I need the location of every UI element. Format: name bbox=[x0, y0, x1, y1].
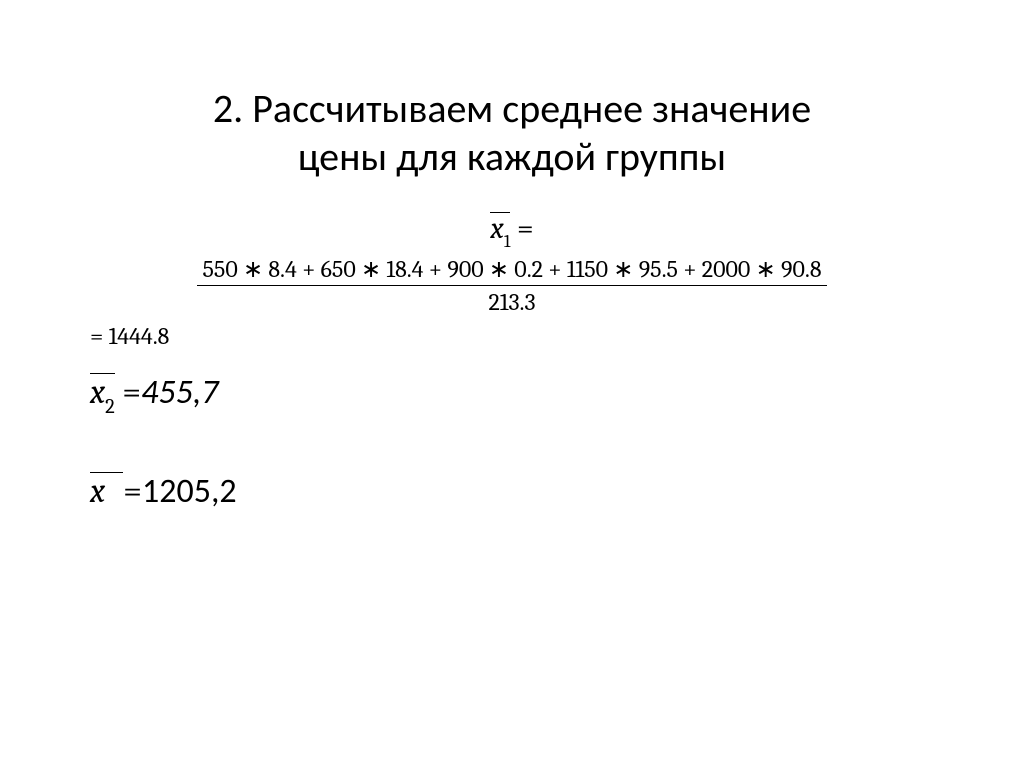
x1-bar: x1 bbox=[490, 212, 510, 249]
equation-x2: x2 =455,7 bbox=[90, 372, 934, 416]
x-value: 1205,2 bbox=[142, 471, 237, 512]
x-bar: x bbox=[90, 472, 123, 508]
x-equals: = bbox=[123, 471, 142, 511]
title-line-2: цены для каждой группы bbox=[298, 132, 726, 181]
x2-value: 455,7 bbox=[141, 372, 218, 413]
formula-block: x1 = 550 ∗ 8.4 + 650 ∗ 18.4 + 900 ∗ 0.2 … bbox=[90, 211, 934, 512]
equation-x1-result: = 1444.8 bbox=[90, 322, 934, 350]
x1-subscript: 1 bbox=[504, 231, 511, 252]
fraction: 550 ∗ 8.4 + 650 ∗ 18.4 + 900 ∗ 0.2 + 115… bbox=[197, 255, 828, 316]
x2-var: x bbox=[90, 372, 105, 412]
x1-equals: = bbox=[510, 211, 533, 246]
slide-title: 2. Рассчитываем среднее значение цены дл… bbox=[90, 0, 934, 211]
equation-x1-label: x1 = bbox=[90, 211, 934, 249]
fraction-denominator: 213.3 bbox=[488, 286, 535, 316]
fraction-numerator: 550 ∗ 8.4 + 650 ∗ 18.4 + 900 ∗ 0.2 + 115… bbox=[197, 255, 828, 285]
equation-x: x =1205,2 bbox=[90, 471, 934, 512]
slide: 2. Рассчитываем среднее значение цены дл… bbox=[0, 0, 1024, 768]
title-line-1: 2. Рассчитываем среднее значение bbox=[213, 84, 811, 133]
x1-var: x bbox=[490, 211, 503, 246]
x2-subscript: 2 bbox=[105, 396, 115, 419]
x2-equals: = bbox=[115, 372, 141, 412]
x2-bar: x2 bbox=[90, 373, 115, 416]
x-var: x bbox=[90, 471, 105, 511]
